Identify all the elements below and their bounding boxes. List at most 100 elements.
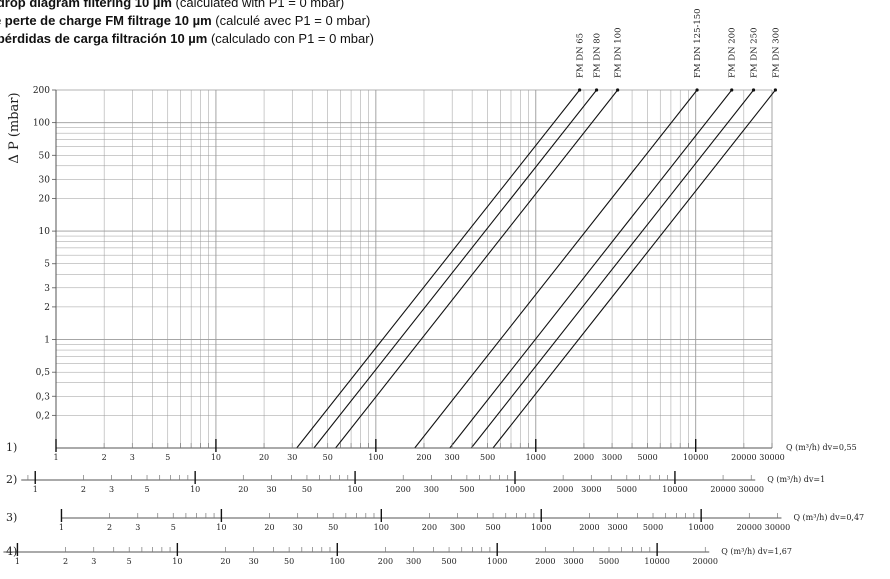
x-tick-label: 3 bbox=[130, 453, 135, 462]
x-tick-label: 3000 bbox=[581, 485, 601, 494]
series-line-endpoint bbox=[616, 88, 620, 92]
x-axis-unit-label: Q (m³/h) dv=0,47 bbox=[793, 513, 864, 522]
x-tick-label: 5000 bbox=[637, 453, 657, 462]
y-axis-label: Δ P (mbar) bbox=[7, 92, 22, 163]
x-tick-label: 1 bbox=[53, 453, 58, 462]
series-line bbox=[449, 89, 733, 449]
x-tick-label: 300 bbox=[406, 557, 421, 566]
x-tick-label: 100 bbox=[374, 523, 389, 532]
x-tick-label: 2 bbox=[102, 453, 107, 462]
y-tick-label: 5 bbox=[44, 260, 50, 270]
x-tick-label: 3000 bbox=[602, 453, 622, 462]
x-tick-label: 30 bbox=[266, 485, 276, 494]
x-axis-unit-label: Q (m³/h) dv=1 bbox=[767, 475, 825, 484]
x-tick-label: 500 bbox=[485, 523, 500, 532]
series-label: FM DN 80 bbox=[593, 33, 603, 78]
x-tick-label: 20000 bbox=[737, 523, 762, 532]
x-tick-label: 200 bbox=[378, 557, 393, 566]
y-tick-label: 0,2 bbox=[36, 411, 50, 421]
title-es: e pérdidas de carga filtración 10 µm (ca… bbox=[0, 31, 374, 46]
title-fr: de perte de charge FM filtrage 10 µm (ca… bbox=[0, 13, 371, 28]
x-tick-label: 3 bbox=[91, 557, 96, 566]
y-tick-label: 200 bbox=[33, 86, 50, 96]
x-tick-label: 30 bbox=[293, 523, 303, 532]
dv-value: 0,55 bbox=[839, 443, 857, 452]
x-tick-label: 3000 bbox=[563, 557, 583, 566]
y-tick-label: 10 bbox=[39, 227, 51, 237]
y-tick-label: 50 bbox=[39, 151, 51, 161]
chart-titles: e drop diagram filtering 10 µm (calculat… bbox=[0, 0, 374, 48]
x-tick-label: 5 bbox=[144, 485, 149, 494]
series-line-endpoint bbox=[773, 88, 777, 92]
series-line bbox=[335, 89, 619, 449]
x-tick-label: 10000 bbox=[688, 523, 713, 532]
x-tick-label: 50 bbox=[302, 485, 312, 494]
x-tick-label: 1 bbox=[59, 523, 64, 532]
series-label: FM DN 100 bbox=[614, 28, 624, 78]
series-label: FM DN 200 bbox=[728, 28, 738, 78]
series-line bbox=[470, 89, 754, 449]
x-tick-label: 1000 bbox=[531, 523, 551, 532]
x-tick-label: 100 bbox=[368, 453, 383, 462]
series-line-endpoint bbox=[730, 88, 734, 92]
x-tick-label: 10 bbox=[190, 485, 200, 494]
y-tick-label: 0,5 bbox=[36, 368, 51, 378]
x-tick-label: 2000 bbox=[535, 557, 555, 566]
y-tick-label: 1 bbox=[44, 336, 50, 346]
x-axis-row-label: 4) bbox=[6, 545, 17, 558]
x-tick-label: 5 bbox=[165, 453, 170, 462]
x-tick-label: 20 bbox=[220, 557, 230, 566]
dv-value: 1 bbox=[820, 475, 825, 484]
x-tick-label: 5 bbox=[171, 523, 176, 532]
x-tick-label: 1000 bbox=[526, 453, 546, 462]
x-tick-label: 30 bbox=[249, 557, 259, 566]
series-label: FM DN 65 bbox=[576, 33, 586, 78]
x-tick-label: 20 bbox=[259, 453, 269, 462]
y-tick-label: 20 bbox=[39, 194, 51, 204]
x-tick-label: 10000 bbox=[683, 453, 708, 462]
x-tick-label: 3 bbox=[109, 485, 114, 494]
x-tick-label: 50 bbox=[323, 453, 333, 462]
x-tick-label: 2 bbox=[63, 557, 68, 566]
y-tick-label: 100 bbox=[33, 119, 50, 129]
x-tick-label: 30000 bbox=[739, 485, 764, 494]
x-tick-label: 200 bbox=[422, 523, 437, 532]
x-tick-label: 30000 bbox=[765, 523, 790, 532]
x-tick-label: 2000 bbox=[579, 523, 599, 532]
x-tick-label: 50 bbox=[284, 557, 294, 566]
x-tick-label: 10000 bbox=[644, 557, 669, 566]
x-tick-label: 3000 bbox=[607, 523, 627, 532]
series-label: FM DN 300 bbox=[771, 28, 781, 78]
x-tick-label: 2 bbox=[107, 523, 112, 532]
x-tick-label: 3 bbox=[135, 523, 140, 532]
x-tick-label: 10 bbox=[216, 523, 226, 532]
y-axis-label-group: Δ P (mbar) bbox=[7, 92, 22, 163]
title-en: e drop diagram filtering 10 µm (calculat… bbox=[0, 0, 345, 10]
x-tick-label: 200 bbox=[416, 453, 431, 462]
x-tick-label: 2000 bbox=[553, 485, 573, 494]
x-tick-label: 10 bbox=[172, 557, 182, 566]
x-tick-label: 30000 bbox=[759, 453, 784, 462]
x-axis-unit-label: Q (m³/h) dv=1,67 bbox=[721, 547, 792, 556]
x-tick-label: 20000 bbox=[693, 557, 718, 566]
series-line-endpoint bbox=[594, 88, 599, 92]
x-tick-label: 500 bbox=[441, 557, 456, 566]
y-tick-label: 30 bbox=[39, 175, 51, 185]
x-tick-label: 1000 bbox=[487, 557, 507, 566]
series-line-endpoint bbox=[695, 88, 699, 92]
series-line bbox=[414, 89, 698, 449]
series-line bbox=[313, 89, 598, 449]
x-tick-label: 10 bbox=[211, 453, 221, 462]
x-tick-label: 500 bbox=[480, 453, 495, 462]
x-tick-label: 100 bbox=[347, 485, 362, 494]
x-tick-label: 300 bbox=[424, 485, 439, 494]
series-label: FM DN 125-150 bbox=[693, 8, 703, 78]
x-tick-label: 500 bbox=[459, 485, 474, 494]
x-tick-label: 1 bbox=[33, 485, 38, 494]
x-axis-row-label: 2) bbox=[6, 473, 17, 486]
x-axes: 1 2 3 5 10 20 30 50 100 200 300 500 1000 2000 3000 5000… bbox=[3, 439, 864, 566]
x-tick-label: 30 bbox=[287, 453, 297, 462]
x-axis-3: 1 2 3 5 10 20 30 50 100 200 300 500 1000 2000 3000 5000… bbox=[6, 509, 864, 532]
x-tick-label: 20 bbox=[264, 523, 274, 532]
